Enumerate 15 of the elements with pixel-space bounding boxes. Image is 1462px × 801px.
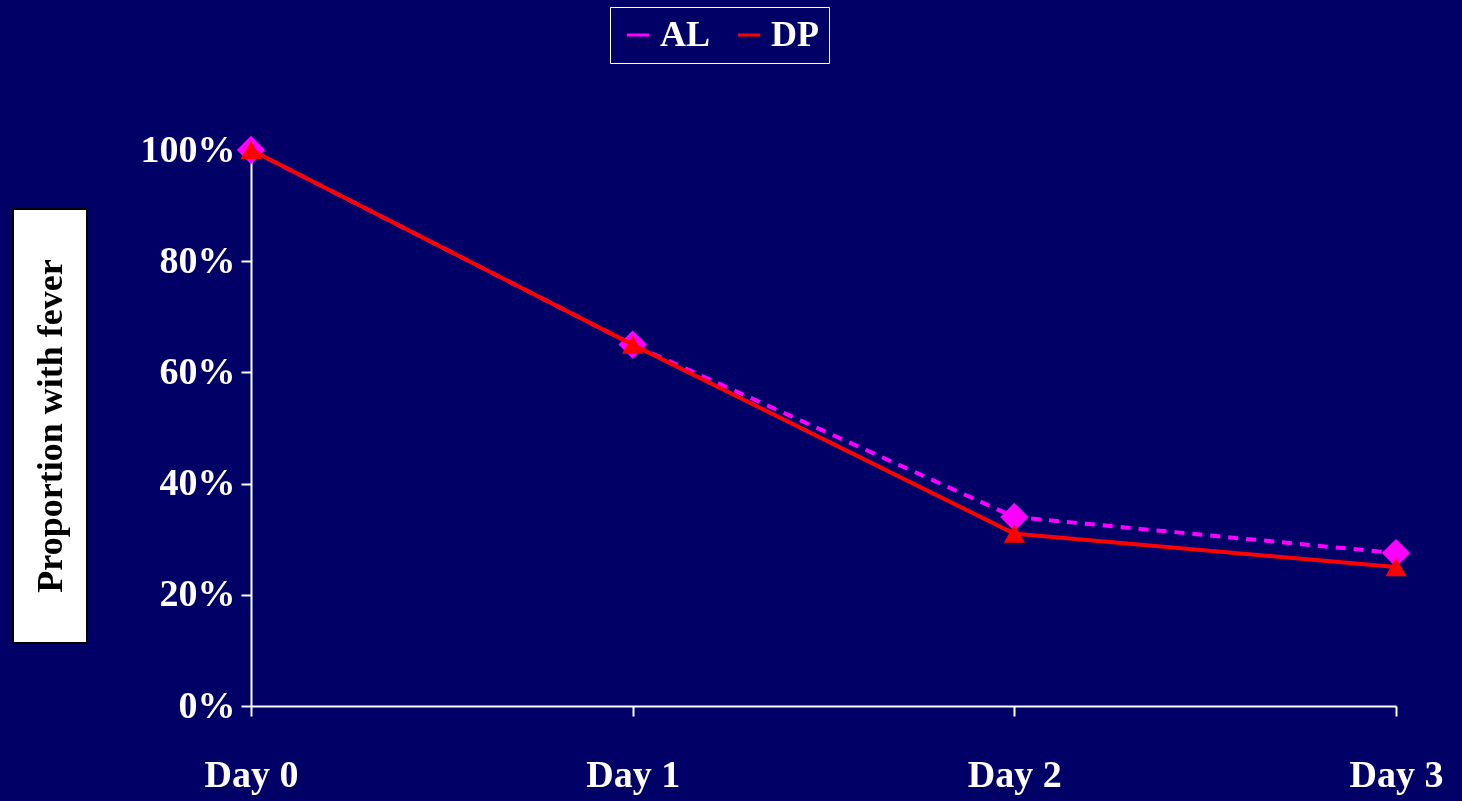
- point: [1003, 524, 1025, 543]
- y-tick-label: 20%: [159, 572, 236, 615]
- x-tick-label: Day 2: [967, 752, 1062, 795]
- x-tick-label: Day 0: [204, 752, 299, 795]
- y-tick-label: 60%: [159, 349, 236, 392]
- point: [1385, 557, 1407, 577]
- y-tick-label: 0%: [178, 683, 236, 726]
- x-tick-label: Day 1: [586, 752, 681, 795]
- y-tick-label: 80%: [159, 238, 236, 281]
- x-tick-label: Day 3: [1349, 752, 1444, 795]
- legend-label: DP: [771, 14, 819, 54]
- y-tick-label: 40%: [159, 461, 236, 504]
- legend-label: AL: [660, 14, 711, 54]
- y-tick-label: 100%: [140, 127, 236, 170]
- y-axis-title: Proportion with fever: [29, 259, 71, 593]
